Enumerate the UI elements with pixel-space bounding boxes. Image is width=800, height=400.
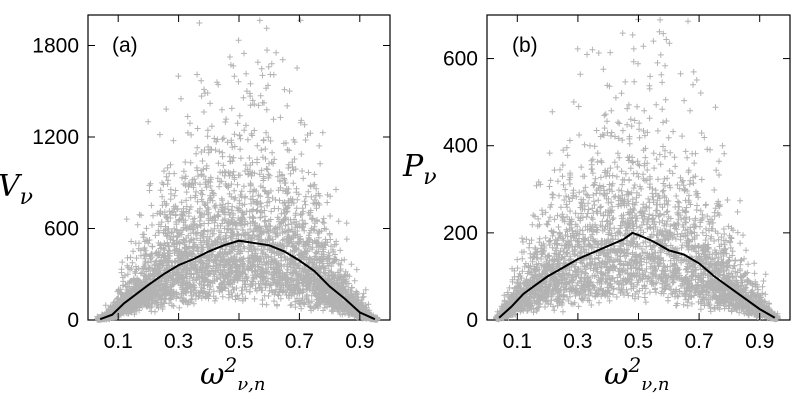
x-tick-label: 0.5 xyxy=(624,330,653,353)
y-tick-label: 600 xyxy=(44,218,79,241)
x-axis-label-b: ω2ν,n xyxy=(604,353,669,395)
y-axis-label-main: V xyxy=(0,169,23,204)
y-axis-label-b: Pν xyxy=(402,149,437,190)
x-axis-label-sup: 2 xyxy=(627,353,641,377)
scatter-markers xyxy=(94,17,381,323)
x-tick-label: 0.9 xyxy=(345,330,374,353)
x-axis-label-main: ω xyxy=(604,357,628,392)
scatter-points-a xyxy=(94,17,381,323)
panel-a: 0.1 0.3 0.5 0.7 0.9 0 600 1200 1800 (a) Vν ω2ν,n xyxy=(0,14,391,395)
y-tick-label: 400 xyxy=(443,135,478,158)
x-tick-label: 0.7 xyxy=(684,330,713,353)
mean-line-a xyxy=(99,239,376,321)
x-tick-label: 0.3 xyxy=(164,330,193,353)
x-tick-label: 0.1 xyxy=(503,330,532,353)
y-axis-label-sub: ν xyxy=(423,165,436,190)
scatter-markers xyxy=(493,16,781,323)
x-axis-label-main: ω xyxy=(200,357,224,392)
x-axis-label-sub: ν,n xyxy=(237,374,265,395)
y-tick-label: 600 xyxy=(443,48,478,71)
y-axis-label-sub: ν xyxy=(20,185,33,210)
y-tick-label: 0 xyxy=(67,309,79,332)
panel-label-b: (b) xyxy=(512,34,538,57)
ticks-b: 0.1 0.3 0.5 0.7 0.9 0 200 400 600 xyxy=(443,15,790,353)
y-tick-label: 1200 xyxy=(32,126,79,149)
x-tick-label: 0.9 xyxy=(745,330,774,353)
y-tick-label: 0 xyxy=(466,309,478,332)
x-axis-label-a: ω2ν,n xyxy=(200,353,265,395)
panel-b: 0.1 0.3 0.5 0.7 0.9 0 200 400 600 (b) Pν ω2ν,n xyxy=(402,14,791,395)
x-tick-label: 0.1 xyxy=(104,330,133,353)
x-axis-label-sub: ν,n xyxy=(641,374,669,395)
scatter-points-b xyxy=(493,16,781,323)
y-tick-label: 1800 xyxy=(32,35,79,58)
y-axis-label-a: Vν xyxy=(0,169,33,210)
y-axis-label-main: P xyxy=(402,149,424,184)
y-tick-label: 200 xyxy=(443,222,478,245)
x-tick-label: 0.3 xyxy=(563,330,592,353)
ticks-a: 0.1 0.3 0.5 0.7 0.9 0 600 1200 1800 xyxy=(32,15,390,353)
x-axis-label-sup: 2 xyxy=(223,353,237,377)
panel-label-a: (a) xyxy=(112,34,138,57)
mean-line-b xyxy=(498,231,776,319)
x-tick-label: 0.7 xyxy=(285,330,314,353)
x-tick-label: 0.5 xyxy=(224,330,253,353)
